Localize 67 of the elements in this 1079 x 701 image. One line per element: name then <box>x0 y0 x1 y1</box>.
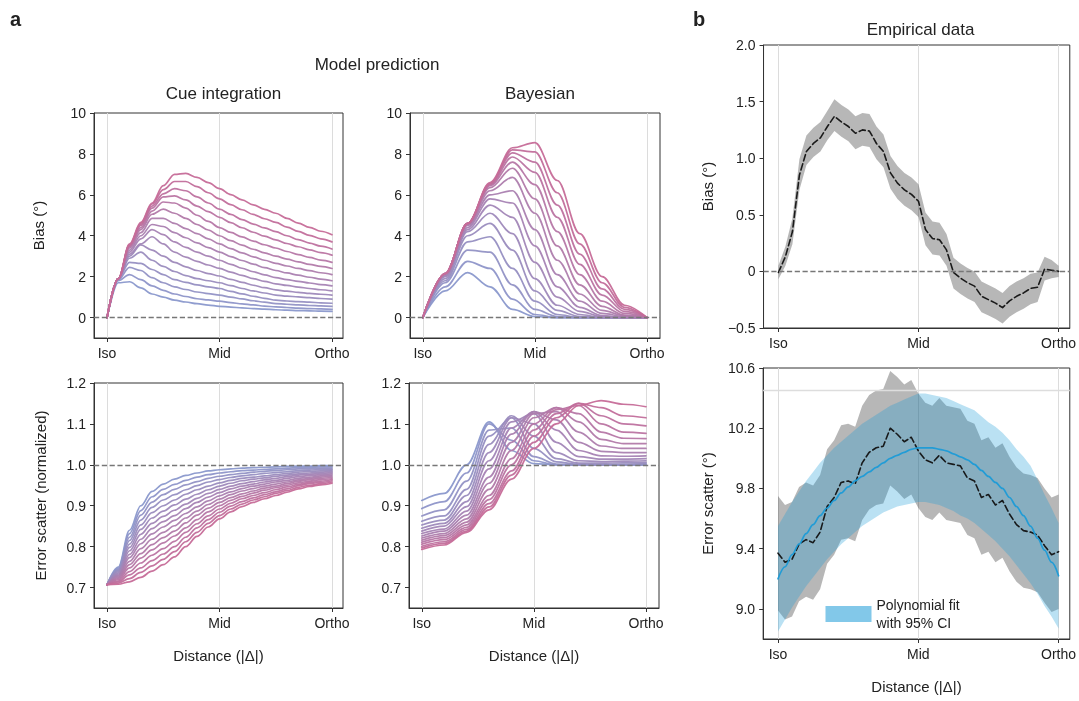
x-tick-label: Iso <box>769 335 788 351</box>
y-axis-title: Error scatter (normalized) <box>32 410 49 581</box>
text: Polynomial fit with 95% CI <box>875 597 964 631</box>
y-tick-label: 6 <box>394 186 403 203</box>
x-tick-label: Ortho <box>314 345 350 361</box>
y-tick-label: 0.9 <box>381 497 402 514</box>
y-tick-label: 9.0 <box>735 600 756 617</box>
y-tick-label: 0.7 <box>66 579 87 596</box>
y-tick-label: 0 <box>78 309 87 326</box>
chart-title: Empirical data <box>866 20 975 39</box>
y-axis-title: Bias (°) <box>699 161 716 212</box>
x-tick-label: Iso <box>413 345 433 361</box>
y-tick-label: 4 <box>394 227 403 244</box>
y-tick-label: 9.8 <box>735 480 756 497</box>
y-tick-label: 0.5 <box>736 206 756 223</box>
y-tick-label: 2.0 <box>736 37 756 53</box>
x-tick-label: Ortho <box>1041 335 1077 351</box>
y-tick-label: 1.1 <box>381 415 402 432</box>
x-tick-label: Mid <box>208 615 231 631</box>
y-tick-label: 1.1 <box>66 415 87 432</box>
y-tick-label: 4 <box>78 227 87 244</box>
x-axis-title: Distance (|Δ|) <box>871 678 962 695</box>
y-tick-label: 1.2 <box>381 375 402 391</box>
x-tick-label: Mid <box>907 335 930 351</box>
text: Model prediction <box>314 55 440 75</box>
chart-title: Bayesian <box>505 84 575 103</box>
y-tick-label: 10 <box>386 105 403 121</box>
y-tick-label: 2 <box>78 268 87 285</box>
x-tick-label: Iso <box>97 615 117 631</box>
x-tick-label: Mid <box>907 646 930 662</box>
x-tick-label: Ortho <box>314 615 350 631</box>
y-tick-label: 0.9 <box>66 497 87 514</box>
y-tick-label: 0.8 <box>381 538 402 555</box>
x-tick-label: Iso <box>97 345 117 361</box>
y-tick-label: 1.5 <box>736 93 756 110</box>
y-axis-title: Bias (°) <box>30 200 47 251</box>
text: a <box>10 8 22 31</box>
y-tick-label: 10.2 <box>727 420 756 437</box>
x-axis-title: Distance (|Δ|) <box>488 647 580 664</box>
x-tick-label: Mid <box>523 345 547 361</box>
chart-title: Cue integration <box>165 84 282 103</box>
y-tick-label: 6 <box>78 186 87 203</box>
x-tick-label: Mid <box>208 345 231 361</box>
y-tick-label: 1.0 <box>736 150 756 167</box>
y-tick-label: 2 <box>394 268 403 285</box>
y-tick-label: 0.8 <box>66 538 87 555</box>
y-tick-label: 8 <box>78 145 87 162</box>
y-tick-label: 0 <box>394 309 403 326</box>
y-tick-label: 0.7 <box>381 579 402 596</box>
x-tick-label: Iso <box>768 646 788 662</box>
y-tick-label: 10 <box>70 105 87 121</box>
x-axis-title: Distance (|Δ|) <box>173 647 264 664</box>
y-tick-label: 9.4 <box>735 540 756 557</box>
y-tick-label: 10.6 <box>727 360 756 376</box>
x-tick-label: Mid <box>522 615 546 631</box>
x-tick-label: Ortho <box>1041 646 1077 662</box>
y-axis-title: Error scatter (°) <box>699 452 716 555</box>
y-tick-label: 1.0 <box>381 456 402 473</box>
y-tick-label: 0 <box>747 263 756 280</box>
y-tick-label: 8 <box>394 145 403 162</box>
x-tick-label: Ortho <box>628 615 664 631</box>
y-tick-label: 1.2 <box>66 375 87 391</box>
x-tick-label: Iso <box>412 615 432 631</box>
text: b <box>693 8 706 31</box>
x-tick-label: Ortho <box>629 345 665 361</box>
y-tick-label: 1.0 <box>66 456 87 473</box>
y-tick-label: −0.5 <box>727 320 756 336</box>
